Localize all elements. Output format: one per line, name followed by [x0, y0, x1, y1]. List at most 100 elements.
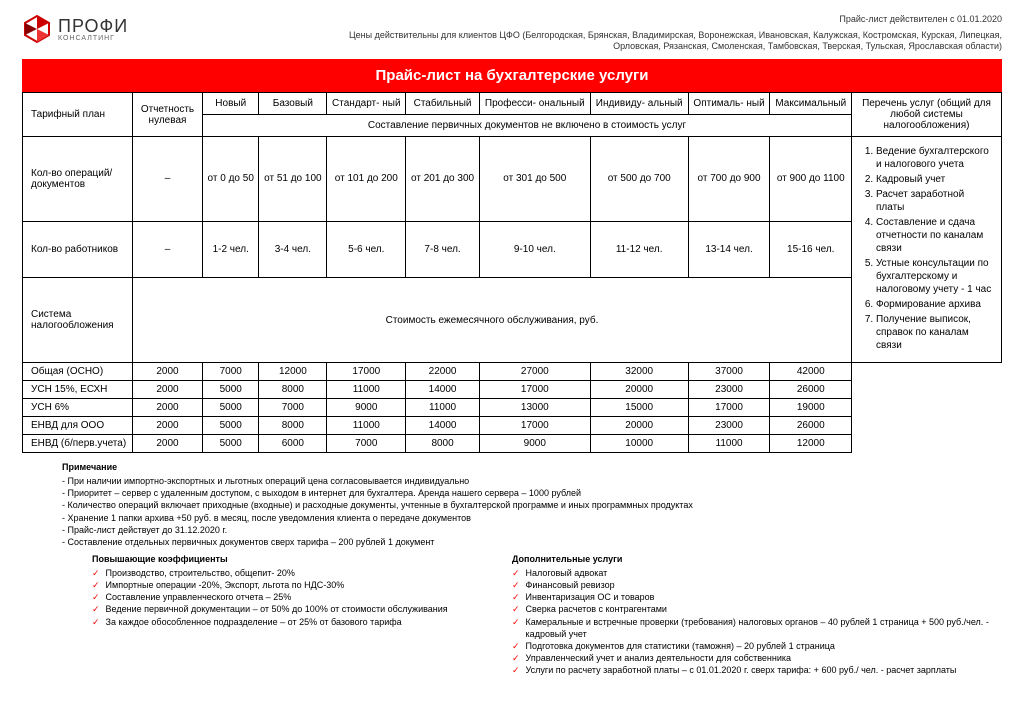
price-cell: 26000	[770, 381, 852, 399]
service-item: Формирование архива	[876, 298, 993, 311]
workers-cell: 13-14 чел.	[688, 221, 770, 278]
price-table: Тарифный план Отчетность нулевая Новый Б…	[22, 92, 1002, 453]
valid-from: Прайс-лист действителен с 01.01.2020	[322, 14, 1002, 26]
coeff-title: Повышающие коэффициенты	[92, 554, 472, 564]
price-cell: 8000	[259, 417, 327, 435]
price-cell: 2000	[133, 435, 203, 453]
check-item: ✓Камеральные и встречные проверки (требо…	[512, 616, 1002, 640]
plan-0: Новый	[203, 93, 259, 115]
check-text: За каждое обособленное подразделение – о…	[106, 616, 402, 628]
check-item: ✓ Производство, строительство, общепит- 2…	[92, 567, 472, 579]
price-cell: 23000	[688, 381, 770, 399]
ops-cell: от 201 до 300	[406, 137, 479, 222]
price-cell: 32000	[590, 363, 688, 381]
price-cell: 2000	[133, 363, 203, 381]
price-cell: 19000	[770, 399, 852, 417]
header-row: Тарифный план Отчетность нулевая Новый Б…	[23, 93, 1002, 115]
workers-cell: –	[133, 221, 203, 278]
ops-cell: от 0 до 50	[203, 137, 259, 222]
check-item: ✓Сверка расчетов с контрагентами	[512, 603, 1002, 615]
check-item: ✓Услуги по расчету заработной платы – с …	[512, 664, 1002, 676]
check-text: Услуги по расчету заработной платы – с 0…	[526, 664, 957, 676]
monthly-cost: Стоимость ежемесячного обслуживания, руб…	[133, 278, 852, 363]
service-item: Составление и сдача отчетности по канала…	[876, 216, 993, 255]
check-text: Налоговый адвокат	[526, 567, 608, 579]
price-cell: 20000	[590, 381, 688, 399]
price-cell: 12000	[770, 435, 852, 453]
col-tariff: Тарифный план	[23, 93, 133, 137]
plan-4: Професси- ональный	[479, 93, 590, 115]
check-text: Составление управленческого отчета – 25%	[106, 591, 292, 603]
logo-text-sub: КОНСАЛТИНГ	[58, 35, 128, 42]
workers-cell: 7-8 чел.	[406, 221, 479, 278]
price-cell: 5000	[203, 435, 259, 453]
ops-cell: от 500 до 700	[590, 137, 688, 222]
check-icon: ✓	[512, 640, 520, 652]
plan-5: Индивиду- альный	[590, 93, 688, 115]
logo-icon	[22, 14, 52, 44]
price-label: ЕНВД (б/перв.учета)	[23, 435, 133, 453]
price-cell: 7000	[327, 435, 406, 453]
check-item: ✓ Подготовка документов для статистики (т…	[512, 640, 1002, 652]
check-text: Производство, строительство, общепит- 20…	[106, 567, 295, 579]
plan-6: Оптималь- ный	[688, 93, 770, 115]
note-item: - Хранение 1 папки архива +50 руб. в мес…	[62, 512, 1002, 524]
workers-cell: 1-2 чел.	[203, 221, 259, 278]
price-cell: 15000	[590, 399, 688, 417]
ops-row: Кол-во операций/ документов –от 0 до 50о…	[23, 137, 1002, 222]
price-label: УСН 15%, ЕСХН	[23, 381, 133, 399]
header-info: Прайс-лист действителен с 01.01.2020 Цен…	[322, 14, 1002, 53]
price-cell: 26000	[770, 417, 852, 435]
coeff-col: Повышающие коэффициенты ✓ Производство, с…	[92, 554, 472, 676]
price-row: ЕНВД для ООО2000500080001100014000170002…	[23, 417, 1002, 435]
check-text: Импортные операции -20%, Экспорт, льгота…	[106, 579, 345, 591]
check-text: Подготовка документов для статистики (та…	[526, 640, 835, 652]
plan-3: Стабильный	[406, 93, 479, 115]
price-cell: 5000	[203, 417, 259, 435]
row-tax-label: Система налогообложения	[23, 278, 133, 363]
check-item: ✓ Ведение первичной документации – от 50%…	[92, 603, 472, 615]
price-cell: 11000	[688, 435, 770, 453]
check-icon: ✓	[92, 603, 100, 615]
price-cell: 9000	[327, 399, 406, 417]
service-item: Расчет заработной платы	[876, 188, 993, 214]
price-row: Общая (ОСНО)2000700012000170002200027000…	[23, 363, 1002, 381]
check-icon: ✓	[512, 616, 520, 628]
price-cell: 14000	[406, 417, 479, 435]
row-ops-label: Кол-во операций/ документов	[23, 137, 133, 222]
check-icon: ✓	[92, 579, 100, 591]
ops-cell: от 900 до 1100	[770, 137, 852, 222]
note-item: - Количество операций включает приходные…	[62, 499, 1002, 511]
check-icon: ✓	[512, 652, 520, 664]
check-icon: ✓	[92, 567, 100, 579]
ops-cell: от 51 до 100	[259, 137, 327, 222]
col-zero: Отчетность нулевая	[133, 93, 203, 137]
notes-section: Примечание - При наличии импортно-экспор…	[22, 453, 1002, 548]
check-text: Ведение первичной документации – от 50% …	[106, 603, 448, 615]
check-item: ✓Управленческий учет и анализ деятельнос…	[512, 652, 1002, 664]
price-row: ЕНВД (б/перв.учета)200050006000700080009…	[23, 435, 1002, 453]
check-item: ✓Налоговый адвокат	[512, 567, 1002, 579]
extra-title: Дополнительные услуги	[512, 554, 1002, 564]
price-cell: 23000	[688, 417, 770, 435]
note-item: - При наличии импортно-экспортных и льго…	[62, 475, 1002, 487]
check-text: Финансовый ревизор	[526, 579, 615, 591]
regions-text: Цены действительны для клиентов ЦФО (Бел…	[322, 30, 1002, 53]
check-icon: ✓	[512, 579, 520, 591]
price-cell: 11000	[327, 417, 406, 435]
price-cell: 17000	[327, 363, 406, 381]
price-cell: 5000	[203, 399, 259, 417]
price-cell: 10000	[590, 435, 688, 453]
price-cell: 17000	[688, 399, 770, 417]
price-cell: 17000	[479, 417, 590, 435]
primary-docs-note: Составление первичных документов не вклю…	[203, 115, 852, 137]
price-label: Общая (ОСНО)	[23, 363, 133, 381]
price-cell: 8000	[406, 435, 479, 453]
price-row: УСН 6%2000500070009000110001300015000170…	[23, 399, 1002, 417]
ops-cell: от 101 до 200	[327, 137, 406, 222]
check-text: Инвентаризация ОС и товаров	[526, 591, 655, 603]
services-header: Перечень услуг (общий для любой системы …	[852, 93, 1002, 137]
price-cell: 5000	[203, 381, 259, 399]
ops-cell: от 700 до 900	[688, 137, 770, 222]
plan-2: Стандарт- ный	[327, 93, 406, 115]
